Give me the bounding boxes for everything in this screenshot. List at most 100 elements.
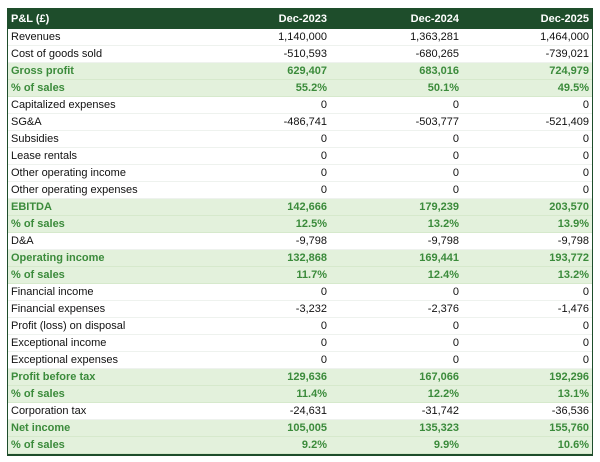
value-cell: 13.9% bbox=[462, 215, 592, 233]
value-cell: 11.4% bbox=[200, 385, 330, 403]
value-cell: 0 bbox=[462, 96, 592, 114]
value-cell: -9,798 bbox=[462, 232, 592, 250]
row: D&A -9,798 -9,798 -9,798 bbox=[8, 232, 592, 250]
value-cell: 683,016 bbox=[330, 62, 462, 80]
row: Financial income 0 0 0 bbox=[8, 283, 592, 301]
value-cell: 0 bbox=[200, 334, 330, 352]
value-cell: 0 bbox=[462, 351, 592, 369]
header-cell: Dec-2024 bbox=[330, 9, 462, 29]
value-cell: 9.2% bbox=[200, 436, 330, 454]
value-cell: 179,239 bbox=[330, 198, 462, 216]
row-label: Cost of goods sold bbox=[8, 45, 200, 63]
value-cell: 192,296 bbox=[462, 368, 592, 386]
value-cell: 169,441 bbox=[330, 249, 462, 267]
value-cell: 0 bbox=[200, 147, 330, 165]
value-cell: 105,005 bbox=[200, 419, 330, 437]
value-cell: -503,777 bbox=[330, 113, 462, 131]
row: Exceptional expenses 0 0 0 bbox=[8, 351, 592, 369]
value-cell: 0 bbox=[462, 283, 592, 301]
value-cell: 0 bbox=[200, 96, 330, 114]
row-label: Exceptional expenses bbox=[8, 351, 200, 369]
value-cell: 0 bbox=[330, 334, 462, 352]
row-label: Profit (loss) on disposal bbox=[8, 317, 200, 335]
value-cell: 129,636 bbox=[200, 368, 330, 386]
value-cell: 12.2% bbox=[330, 385, 462, 403]
row-label: Other operating income bbox=[8, 164, 200, 182]
value-cell: 12.4% bbox=[330, 266, 462, 284]
row-label: Subsidies bbox=[8, 130, 200, 148]
row: Corporation tax -24,631 -31,742 -36,536 bbox=[8, 402, 592, 420]
value-cell: 12.5% bbox=[200, 215, 330, 233]
value-cell: 1,363,281 bbox=[330, 29, 462, 46]
value-cell: 55.2% bbox=[200, 79, 330, 97]
value-cell: 9.9% bbox=[330, 436, 462, 454]
value-cell: -510,593 bbox=[200, 45, 330, 63]
row: Revenues 1,140,000 1,363,281 1,464,000 bbox=[8, 29, 592, 46]
row-label: Financial expenses bbox=[8, 300, 200, 318]
value-cell: 0 bbox=[200, 317, 330, 335]
value-cell: 0 bbox=[200, 283, 330, 301]
value-cell: 0 bbox=[462, 317, 592, 335]
table-body: Revenues 1,140,000 1,363,281 1,464,000 Cost … bbox=[8, 29, 592, 454]
summary-row: % of sales 12.5% 13.2% 13.9% bbox=[8, 215, 592, 233]
header-cell: P&L (£) bbox=[8, 9, 200, 29]
value-cell: 155,760 bbox=[462, 419, 592, 437]
row-label: SG&A bbox=[8, 113, 200, 131]
value-cell: 10.6% bbox=[462, 436, 592, 454]
row-label: % of sales bbox=[8, 266, 200, 284]
value-cell: 0 bbox=[330, 164, 462, 182]
header-row: P&L (£) Dec-2023 Dec-2024 Dec-2025 bbox=[8, 9, 592, 29]
summary-row: Operating income 132,868 169,441 193,772 bbox=[8, 249, 592, 267]
value-cell: 11.7% bbox=[200, 266, 330, 284]
value-cell: 50.1% bbox=[330, 79, 462, 97]
header-cell: Dec-2025 bbox=[462, 9, 592, 29]
value-cell: 629,407 bbox=[200, 62, 330, 80]
value-cell: 0 bbox=[200, 164, 330, 182]
value-cell: 0 bbox=[462, 130, 592, 148]
value-cell: 13.2% bbox=[330, 215, 462, 233]
row: Cost of goods sold -510,593 -680,265 -739,0… bbox=[8, 45, 592, 63]
value-cell: -3,232 bbox=[200, 300, 330, 318]
value-cell: 0 bbox=[200, 130, 330, 148]
pnl-table-frame: P&L (£) Dec-2023 Dec-2024 Dec-2025 Revenues… bbox=[7, 8, 593, 456]
value-cell: -9,798 bbox=[330, 232, 462, 250]
row-label: Operating income bbox=[8, 249, 200, 267]
value-cell: 0 bbox=[330, 181, 462, 199]
row: Capitalized expenses 0 0 0 bbox=[8, 96, 592, 114]
value-cell: 132,868 bbox=[200, 249, 330, 267]
value-cell: -36,536 bbox=[462, 402, 592, 420]
value-cell: -486,741 bbox=[200, 113, 330, 131]
row-label: Net income bbox=[8, 419, 200, 437]
value-cell: -2,376 bbox=[330, 300, 462, 318]
summary-row: % of sales 11.7% 12.4% 13.2% bbox=[8, 266, 592, 284]
row: Exceptional income 0 0 0 bbox=[8, 334, 592, 352]
summary-row: % of sales 55.2% 50.1% 49.5% bbox=[8, 79, 592, 97]
value-cell: 203,570 bbox=[462, 198, 592, 216]
row: Other operating income 0 0 0 bbox=[8, 164, 592, 182]
row-label: % of sales bbox=[8, 385, 200, 403]
value-cell: 0 bbox=[330, 130, 462, 148]
value-cell: 0 bbox=[200, 181, 330, 199]
value-cell: 135,323 bbox=[330, 419, 462, 437]
value-cell: -31,742 bbox=[330, 402, 462, 420]
summary-row: % of sales 11.4% 12.2% 13.1% bbox=[8, 385, 592, 403]
value-cell: 0 bbox=[330, 317, 462, 335]
row-label: Other operating expenses bbox=[8, 181, 200, 199]
value-cell: 724,979 bbox=[462, 62, 592, 80]
value-cell: 0 bbox=[330, 351, 462, 369]
value-cell: 13.1% bbox=[462, 385, 592, 403]
value-cell: 0 bbox=[330, 96, 462, 114]
value-cell: -521,409 bbox=[462, 113, 592, 131]
summary-row: Profit before tax 129,636 167,066 192,296 bbox=[8, 368, 592, 386]
row-label: Financial income bbox=[8, 283, 200, 301]
value-cell: 167,066 bbox=[330, 368, 462, 386]
summary-row: % of sales 9.2% 9.9% 10.6% bbox=[8, 436, 592, 454]
row-label: Profit before tax bbox=[8, 368, 200, 386]
row: Other operating expenses 0 0 0 bbox=[8, 181, 592, 199]
row-label: Revenues bbox=[8, 29, 200, 46]
value-cell: 142,666 bbox=[200, 198, 330, 216]
row-label: Gross profit bbox=[8, 62, 200, 80]
value-cell: -1,476 bbox=[462, 300, 592, 318]
pnl-table: P&L (£) Dec-2023 Dec-2024 Dec-2025 Revenues… bbox=[8, 9, 592, 454]
